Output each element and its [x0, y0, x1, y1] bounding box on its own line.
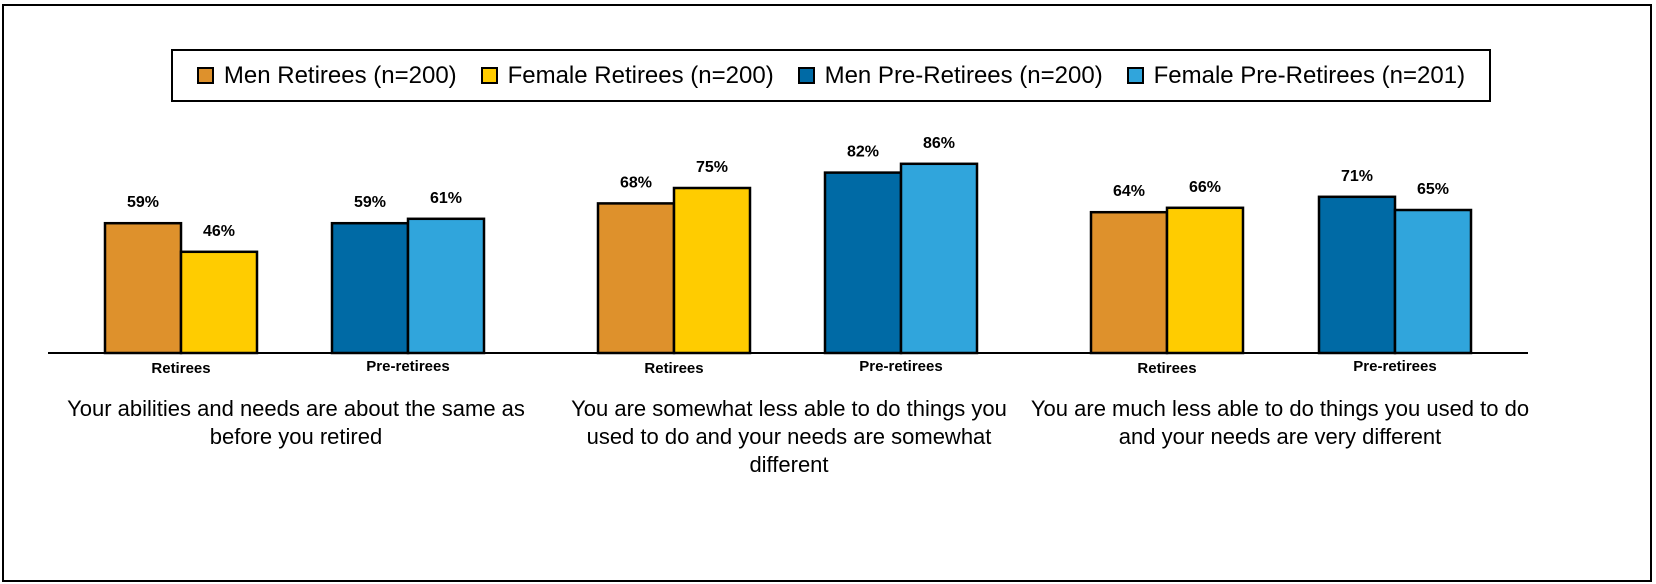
data-label: 59% [127, 194, 159, 211]
bar [1089, 210, 1169, 355]
legend-item-female-pre-retirees: Female Pre-Retirees (n=201) [1126, 61, 1466, 90]
bar [823, 171, 903, 355]
bar [103, 221, 183, 355]
legend-swatch [1126, 67, 1144, 84]
data-label: 61% [430, 190, 462, 207]
data-label: 64% [1113, 183, 1145, 200]
data-label: 66% [1189, 179, 1221, 196]
data-label: 75% [696, 159, 728, 176]
category-label-much-less: You are much less able to do things you … [1030, 396, 1530, 449]
bar [179, 250, 259, 355]
bar [672, 186, 752, 355]
data-label: 68% [620, 174, 652, 191]
bar [899, 162, 979, 355]
legend-swatch [196, 67, 214, 84]
category-label-somewhat-less: You are somewhat less able to do things … [571, 396, 1007, 477]
legend-label: Men Pre-Retirees (n=200) [824, 61, 1103, 89]
legend-item-men-pre-retirees: Men Pre-Retirees (n=200) [797, 61, 1103, 90]
data-label: 82% [847, 144, 879, 161]
chart-legend: Men Retirees (n=200) Female Retirees (n=… [171, 49, 1491, 102]
bar [1165, 206, 1245, 355]
data-label: 71% [1341, 168, 1373, 185]
legend-label: Men Retirees (n=200) [223, 61, 457, 89]
legend-item-men-retirees: Men Retirees (n=200) [196, 61, 457, 90]
category-label-same: Your abilities and needs are about the s… [67, 396, 525, 449]
legend-label: Female Retirees (n=200) [507, 61, 774, 89]
bar [330, 221, 410, 355]
group-label: Retirees [644, 360, 703, 377]
legend-swatch [480, 67, 498, 84]
group-label: Retirees [151, 360, 210, 377]
bar [1393, 208, 1473, 355]
bar [596, 202, 676, 355]
data-label: 86% [923, 135, 955, 152]
chart-frame [2, 4, 1652, 582]
legend-item-female-retirees: Female Retirees (n=200) [480, 61, 774, 90]
legend-swatch [797, 67, 815, 84]
group-label: Pre-retirees [1353, 358, 1436, 375]
data-label: 59% [354, 194, 386, 211]
data-label: 46% [203, 223, 235, 240]
group-label: Pre-retirees [366, 358, 449, 375]
group-label: Retirees [1137, 360, 1196, 377]
legend-label: Female Pre-Retirees (n=201) [1153, 61, 1466, 89]
data-label: 65% [1417, 181, 1449, 198]
bar [406, 217, 486, 355]
group-label: Pre-retirees [859, 358, 942, 375]
bar [1317, 195, 1397, 355]
